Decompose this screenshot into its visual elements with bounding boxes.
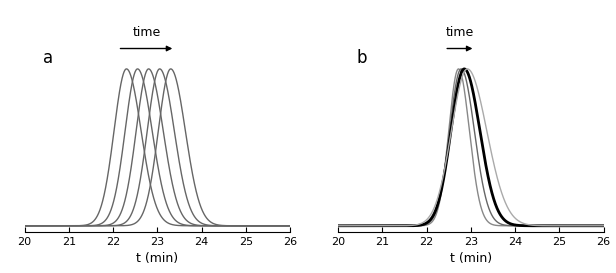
Text: b: b bbox=[357, 49, 367, 67]
Text: time: time bbox=[132, 26, 161, 39]
Text: time: time bbox=[446, 26, 474, 39]
X-axis label: t (min): t (min) bbox=[136, 253, 179, 265]
X-axis label: t (min): t (min) bbox=[450, 253, 492, 265]
Text: a: a bbox=[43, 49, 54, 67]
